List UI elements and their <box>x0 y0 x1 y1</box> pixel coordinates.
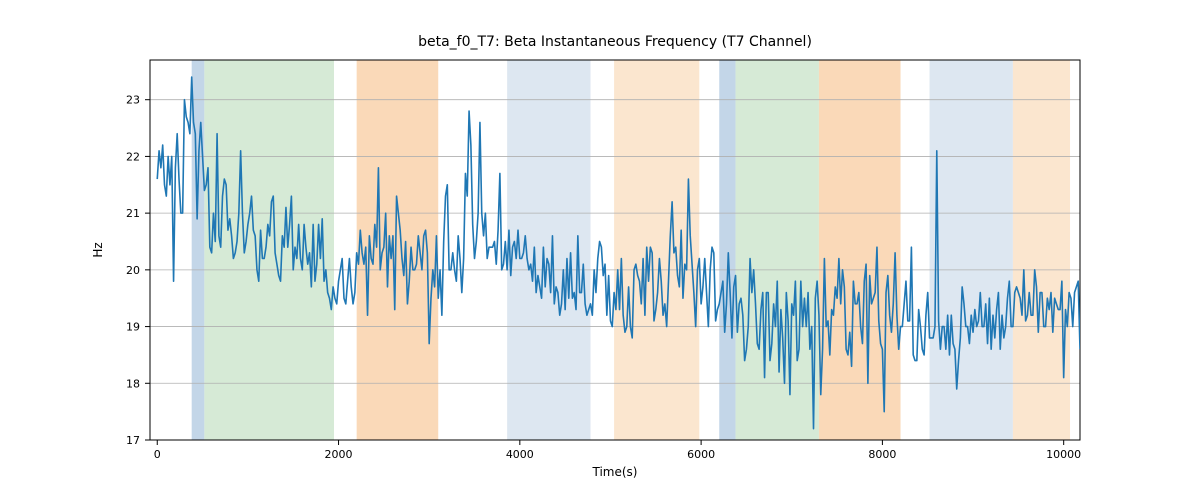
xtick-label: 8000 <box>868 448 896 461</box>
xtick-label: 0 <box>154 448 161 461</box>
chart-figure: 0 2000 4000 6000 8000 10000 17 18 19 20 21 22 23 bet… <box>0 0 1200 500</box>
chart-svg: 0 2000 4000 6000 8000 10000 17 18 19 20 21 22 23 bet… <box>0 0 1200 500</box>
ytick-label: 21 <box>126 207 140 220</box>
chart-title: beta_f0_T7: Beta Instantaneous Frequency… <box>418 34 812 50</box>
ytick-label: 20 <box>126 264 140 277</box>
ytick-label: 18 <box>126 377 140 390</box>
ytick-label: 19 <box>126 321 140 334</box>
xtick-label: 2000 <box>325 448 353 461</box>
ytick-label: 22 <box>126 150 140 163</box>
y-axis-label: Hz <box>91 242 105 257</box>
xtick-label: 6000 <box>687 448 715 461</box>
ytick-label: 23 <box>126 94 140 107</box>
xtick-label: 10000 <box>1046 448 1081 461</box>
ytick-label: 17 <box>126 434 140 447</box>
x-axis-label: Time(s) <box>592 465 638 479</box>
xtick-label: 4000 <box>506 448 534 461</box>
